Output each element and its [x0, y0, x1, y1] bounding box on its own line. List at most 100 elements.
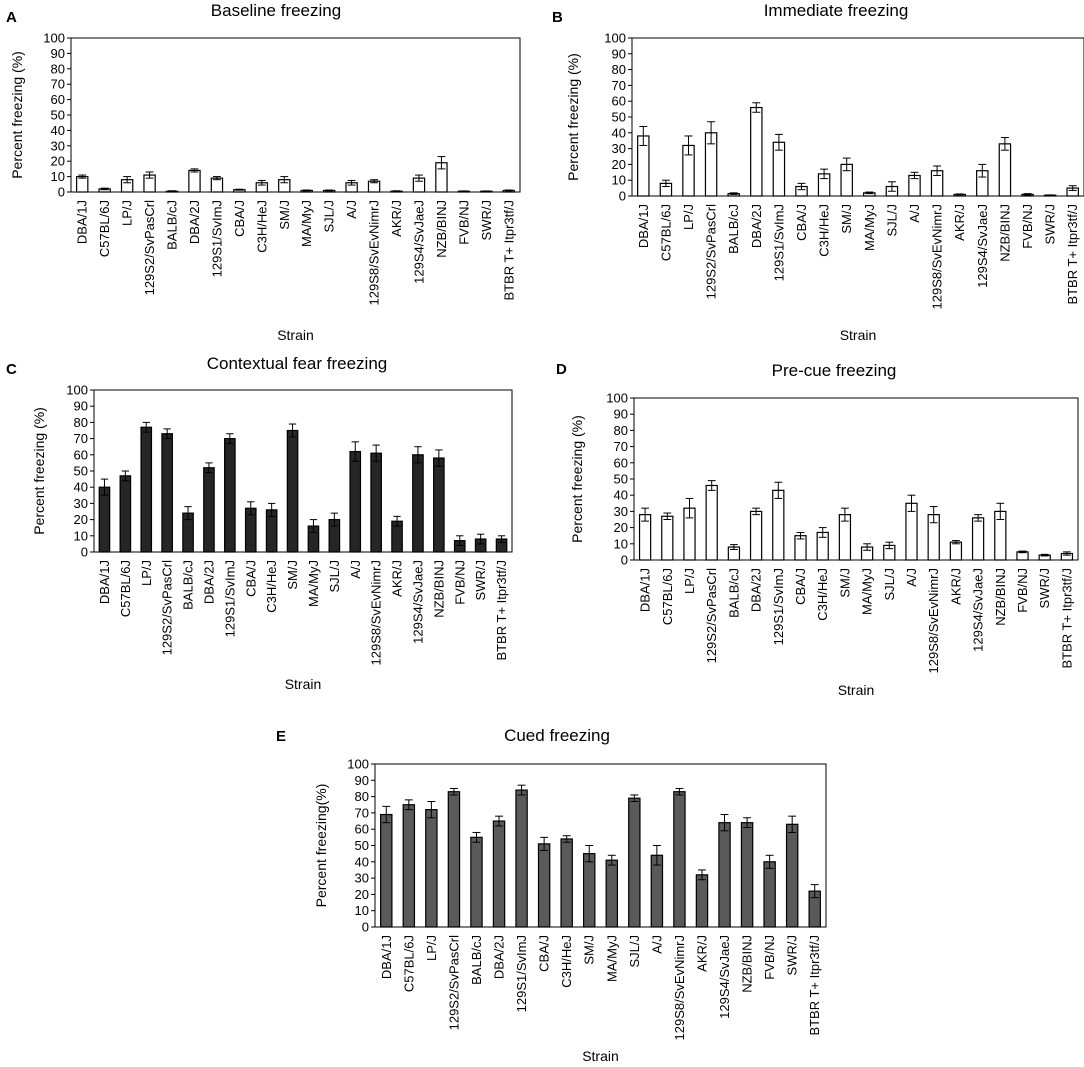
plot-frame: [631, 37, 1084, 197]
plot-frame: [633, 397, 1079, 561]
x-tick-label: 129S1/SvImJ: [514, 935, 529, 1012]
bar-129s1-svimj: [210, 177, 224, 193]
bar-129s8-svevnimrj: [370, 452, 382, 553]
x-tick-label: BTBR T+ Itpr3tf/J: [501, 200, 516, 301]
y-tick-label: 80: [74, 415, 88, 430]
x-tick-label: 129S1/SvImJ: [222, 560, 237, 637]
bar-a-j: [650, 854, 664, 928]
x-tick-label: FVB/NJ: [1020, 204, 1035, 249]
error-bar-fvb-nj: [765, 854, 774, 869]
x-tick-label: 129S2/SvPasCrl: [142, 200, 157, 295]
chart-title: Cued freezing: [504, 726, 610, 745]
bar-akr-j: [695, 874, 709, 928]
panel-letter: E: [276, 728, 286, 745]
y-tick-label: 90: [51, 46, 65, 61]
chart-title: Baseline freezing: [211, 1, 341, 20]
x-tick-label: A/J: [344, 200, 359, 219]
bar-dba-2j: [492, 820, 506, 928]
y-tick-label: 50: [612, 110, 626, 125]
y-tick-label: 90: [355, 773, 369, 788]
panel-letter: D: [556, 361, 567, 378]
y-tick-label: 10: [614, 536, 628, 551]
y-axis-label: Percent freezing (%): [31, 407, 47, 535]
x-tick-label: DBA/1J: [97, 560, 112, 604]
error-bar-cba-j: [796, 531, 805, 540]
x-tick-label: 129S2/SvPasCrl: [160, 560, 175, 655]
x-tick-label: DBA/1J: [638, 568, 653, 612]
y-tick-label: 90: [74, 399, 88, 414]
error-bar-c57bl-6j: [100, 187, 109, 191]
bar-dba-1j: [98, 486, 111, 553]
bar-balb-cj: [470, 836, 483, 928]
x-tick-label: BALB/cJ: [726, 568, 741, 618]
y-tick-label: 30: [74, 496, 88, 511]
y-tick-label: 20: [51, 154, 65, 169]
error-bar-dba-1j: [641, 507, 649, 522]
bar-fvb-nj: [763, 861, 776, 928]
error-bar-balb-cj: [730, 544, 738, 550]
error-bar-sm-j: [288, 423, 297, 438]
x-tick-label: 129S1/SvImJ: [771, 204, 786, 281]
y-tick-label: 0: [619, 189, 626, 204]
y-tick-label: 40: [612, 125, 626, 140]
x-axis-label: Strain: [582, 1048, 619, 1064]
y-tick-label: 60: [74, 447, 88, 462]
error-bar-129s8-svevnimrj: [933, 165, 942, 176]
x-tick-label: A/J: [904, 568, 919, 587]
x-tick-label: MA/MyJ: [604, 935, 619, 982]
x-tick-label: SWR/J: [1037, 568, 1052, 608]
y-axis-label: Percent freezing (%): [9, 51, 25, 179]
x-tick-label: AKR/J: [390, 560, 405, 597]
error-bar-nzb-binj: [743, 817, 752, 829]
error-bar-lp-j: [427, 800, 436, 819]
error-bar-cba-j: [540, 836, 549, 851]
error-bar-sm-j: [842, 157, 851, 172]
y-tick-label: 70: [614, 439, 628, 454]
x-tick-label: C57BL/6J: [97, 200, 112, 257]
error-bar-balb-cj: [168, 190, 176, 193]
error-bar-akr-j: [698, 869, 706, 881]
error-bar-c57bl-6j: [661, 179, 670, 188]
error-bar-dba-1j: [639, 125, 648, 146]
error-bar-akr-j: [955, 193, 964, 196]
y-tick-label: 80: [614, 423, 628, 438]
x-tick-label: 129S4/SvJaeJ: [971, 568, 986, 652]
x-axis-label: Strain: [838, 682, 875, 698]
error-bar-ma-myj: [309, 519, 318, 534]
error-bar-btbr-t-itpr3tf-j: [504, 189, 513, 192]
error-bar-dba-2j: [190, 168, 199, 173]
panel-letter: B: [552, 9, 563, 26]
x-tick-label: CBA/J: [232, 200, 247, 237]
error-bar-akr-j: [392, 190, 401, 193]
y-tick-label: 20: [74, 512, 88, 527]
y-tick-label: 0: [81, 545, 88, 560]
panel-a: A Baseline freezing 0102030405060708090100…: [6, 1, 521, 343]
error-bar-sm-j: [585, 845, 594, 863]
x-tick-label: BALB/cJ: [165, 200, 180, 250]
error-bar-129s2-svpascrl: [707, 121, 716, 145]
x-tick-label: SJL/J: [327, 560, 342, 593]
error-bar-sjl-j: [885, 541, 894, 550]
bar-lp-j: [140, 426, 153, 553]
error-bar-btbr-t-itpr3tf-j: [810, 884, 819, 899]
error-bar-sm-j: [280, 176, 289, 184]
x-tick-label: 129S1/SvImJ: [771, 568, 786, 645]
error-bar-swr-j: [1040, 553, 1049, 557]
bar-dba-2j: [750, 106, 763, 197]
x-tick-label: DBA/2J: [187, 200, 202, 244]
x-tick-label: BTBR T+ Itpr3tf/J: [494, 560, 509, 661]
y-tick-label: 60: [51, 92, 65, 107]
x-tick-label: DBA/1J: [379, 935, 394, 979]
error-bar-fvb-nj: [459, 190, 468, 193]
error-bar-c57bl-6j: [663, 512, 672, 520]
error-bar-lp-j: [684, 135, 693, 156]
error-bar-129s1-svimj: [212, 176, 221, 181]
bar-dba-1j: [76, 176, 89, 193]
x-tick-label: BTBR T+ Itpr3tf/J: [807, 935, 822, 1036]
x-tick-label: CBA/J: [794, 204, 809, 241]
error-bar-129s1-svimj: [774, 481, 783, 499]
x-tick-label: C3H/HeJ: [817, 204, 832, 257]
error-bar-dba-2j: [752, 507, 760, 516]
